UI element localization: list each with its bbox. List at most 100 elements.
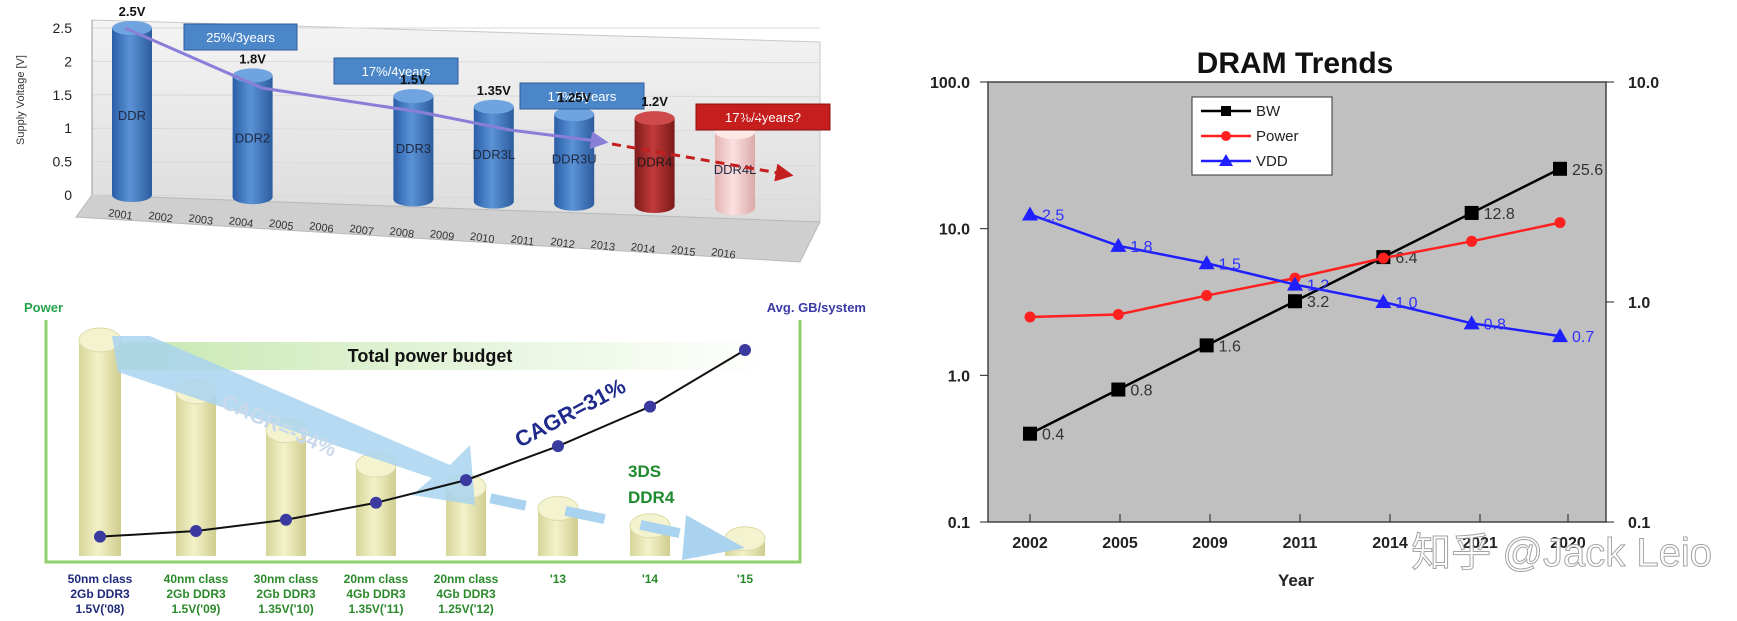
callout-text: 17%/4years <box>362 64 431 79</box>
bar-body <box>634 118 675 206</box>
bar-name: DDR4 <box>637 154 672 169</box>
bar-name: DDR <box>118 108 146 123</box>
bar-top <box>112 21 152 35</box>
point-label: 25.6 <box>1572 162 1603 179</box>
legend-bw: BW <box>1256 103 1281 120</box>
rate-callout: 25%/3years <box>183 23 298 51</box>
cylinder-body <box>266 430 306 556</box>
cagr-down-arrow <box>112 336 475 505</box>
y-right-label: Avg. GB/system <box>767 300 866 315</box>
bar-value-label: 1.8V <box>239 51 266 66</box>
bar-body <box>232 75 273 198</box>
y-tick-label: 0 <box>64 187 72 203</box>
category-label: '14 <box>642 572 659 586</box>
voltage-bar-ddr4: DDR4 <box>634 111 675 213</box>
category-labels: 50nm class 2Gb DDR3 1.5V('08) 40nm class 2Gb… <box>68 572 754 616</box>
callout-text: 17%/4years <box>548 89 617 104</box>
voltage-bar-ddr3l: DDR3L <box>472 99 515 209</box>
trend-arrow <box>124 26 609 150</box>
legend-power-marker <box>1221 131 1231 141</box>
bar-base <box>715 201 755 216</box>
avg-gb-points <box>94 344 751 543</box>
voltage-bar-ddr4l: DDR4L <box>714 125 756 216</box>
power-point <box>1112 308 1124 320</box>
category-label: '15 <box>737 572 754 586</box>
bar-base <box>473 194 514 209</box>
bar-body <box>554 114 595 204</box>
x-tick-label: 2005 <box>268 218 294 233</box>
y-tick-labels: 0 0.5 1 1.5 2 2.5 <box>53 20 73 203</box>
y-tick-label: 1 <box>64 120 72 136</box>
power-point <box>1201 290 1213 302</box>
power-point <box>1024 311 1036 323</box>
x-tick-label: 2011 <box>510 233 535 248</box>
power-cylinders <box>78 327 766 556</box>
vdd-point <box>1198 255 1215 270</box>
bar-top <box>393 89 434 104</box>
bw-point <box>1288 294 1302 309</box>
chart-floor <box>75 194 821 263</box>
x-tick-label: 2021 <box>1462 535 1498 552</box>
category-label: 20nm class 4Gb DDR3 1.25V('12) <box>434 572 499 616</box>
power-cylinder <box>78 327 122 556</box>
legend-vdd-marker <box>1219 154 1233 166</box>
x-tick-label: 2004 <box>228 215 254 230</box>
annotation-ddr4: DDR4 <box>628 488 675 507</box>
bar-base <box>393 192 434 207</box>
point-label: 12.8 <box>1484 206 1515 223</box>
right-tick-label: 1.0 <box>1628 295 1650 312</box>
category-label: 40nm class 2Gb DDR3 1.5V('09) <box>164 572 229 616</box>
y-left-label: Power <box>24 300 63 315</box>
watermark: 知乎 @Jack Leio <box>1411 531 1712 575</box>
chart-frame <box>44 320 802 564</box>
gb-point <box>460 474 472 487</box>
bar-name: DDR3 <box>396 141 431 156</box>
vdd-point <box>1375 294 1392 308</box>
legend-vdd: VDD <box>1256 153 1288 170</box>
point-label: 1.5 <box>1219 256 1241 273</box>
x-tick-label: 2020 <box>1550 535 1586 552</box>
left-tick-label: 0.1 <box>948 515 970 532</box>
point-label: 0.8 <box>1484 316 1506 333</box>
callout-box <box>333 57 459 85</box>
point-label: 0.8 <box>1130 383 1152 400</box>
x-tick-label: 2007 <box>349 223 375 238</box>
x-tick-label: 2008 <box>389 226 415 241</box>
rate-callout: 17%/4years <box>333 57 459 85</box>
gb-point <box>94 530 106 543</box>
bw-point <box>1553 161 1567 176</box>
x-tick-label: 2014 <box>630 241 656 256</box>
bar-body <box>112 28 152 195</box>
category-label: 30nm class 2Gb DDR3 1.35V('10) <box>254 572 319 616</box>
gb-point <box>370 496 382 509</box>
point-label: 0.7 <box>1572 329 1594 346</box>
legend-bw-marker <box>1221 106 1231 116</box>
bar-name: DDR3U <box>552 151 597 166</box>
bar-top <box>634 111 675 126</box>
category-label: 50nm class 2Gb DDR3 1.5V('08) <box>68 572 133 616</box>
annotation-3ds: 3DS <box>628 462 661 481</box>
gridline <box>91 127 821 132</box>
power-point <box>1466 235 1478 247</box>
y-axis-label: Supply Voltage [V] <box>15 55 27 145</box>
bar-body <box>715 132 755 209</box>
vdd-point <box>1110 237 1127 252</box>
power-budget-chart: Power Avg. GB/system Total power budget … <box>24 300 866 616</box>
bw-point <box>1199 338 1214 353</box>
x-tick-label: 2013 <box>590 239 616 254</box>
power-point <box>1377 252 1389 264</box>
rate-callout: 17%/4years? <box>695 103 831 131</box>
bar-name: DDR3L <box>472 147 515 162</box>
callout-box <box>695 103 831 131</box>
bar-value-label: 1.35V <box>477 83 511 98</box>
bw-point <box>1111 382 1126 397</box>
series-lines: 0.40.81.63.26.412.825.62.51.81.51.21.00.… <box>1022 161 1603 444</box>
bar-base <box>634 199 675 213</box>
gb-point <box>739 344 751 356</box>
series-bw: 0.40.81.63.26.412.825.6 <box>1023 161 1603 444</box>
left-tick-label: 10.0 <box>939 222 970 239</box>
gridline <box>91 161 821 167</box>
power-point <box>1554 217 1566 229</box>
left-tick-label: 100.0 <box>930 75 970 92</box>
